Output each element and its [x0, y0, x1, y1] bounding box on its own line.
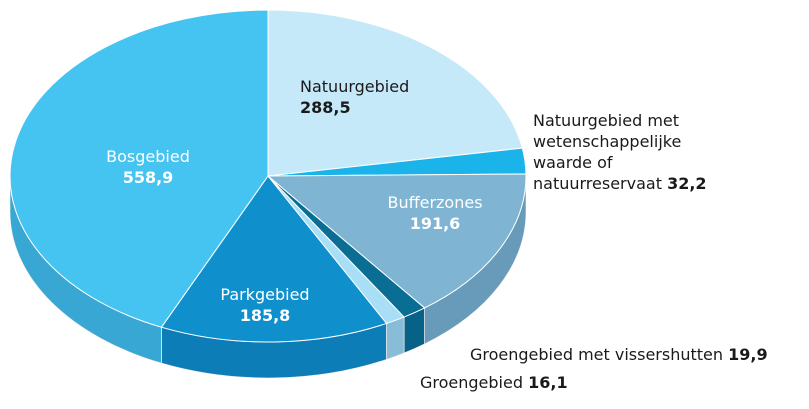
side-shade [386, 317, 405, 360]
value-label: 19,9 [728, 345, 768, 364]
slice [267, 9, 523, 177]
value-label: 16,1 [528, 373, 568, 392]
slice-label: Natuurgebied met wetenschappelijke waard… [533, 110, 733, 194]
slice-label: Bufferzones 191,6 [387, 192, 482, 234]
category-label: Parkgebied [220, 285, 310, 304]
value-label: 191,6 [409, 214, 461, 233]
slice-label: Bosgebied 558,9 [106, 146, 190, 188]
slice [266, 173, 527, 309]
slice [9, 9, 269, 328]
value-label: 288,5 [300, 98, 351, 117]
side-shade [10, 176, 162, 364]
slice-label: Groengebied met vissershutten 19,9 [470, 344, 768, 365]
value-label: 185,8 [239, 306, 291, 325]
category-label: Natuurgebied met wetenschappelijke waard… [533, 111, 682, 193]
side-shade [404, 307, 425, 354]
slice-label: Parkgebied 185,8 [220, 284, 309, 326]
side-shade [424, 176, 526, 344]
value-label: 558,9 [122, 168, 174, 187]
category-label: Bosgebied [106, 147, 190, 166]
category-label: Bufferzones [387, 193, 483, 212]
category-label: Groengebied [420, 373, 523, 392]
category-label: Groengebied met vissershutten [470, 345, 724, 364]
slice [160, 175, 388, 343]
side-shade [161, 323, 387, 378]
slice-label: Natuurgebied 288,5 [300, 76, 409, 118]
value-label: 32,2 [667, 174, 707, 193]
category-label: Natuurgebied [300, 77, 410, 96]
slice-label: Groengebied 16,1 [420, 372, 568, 393]
